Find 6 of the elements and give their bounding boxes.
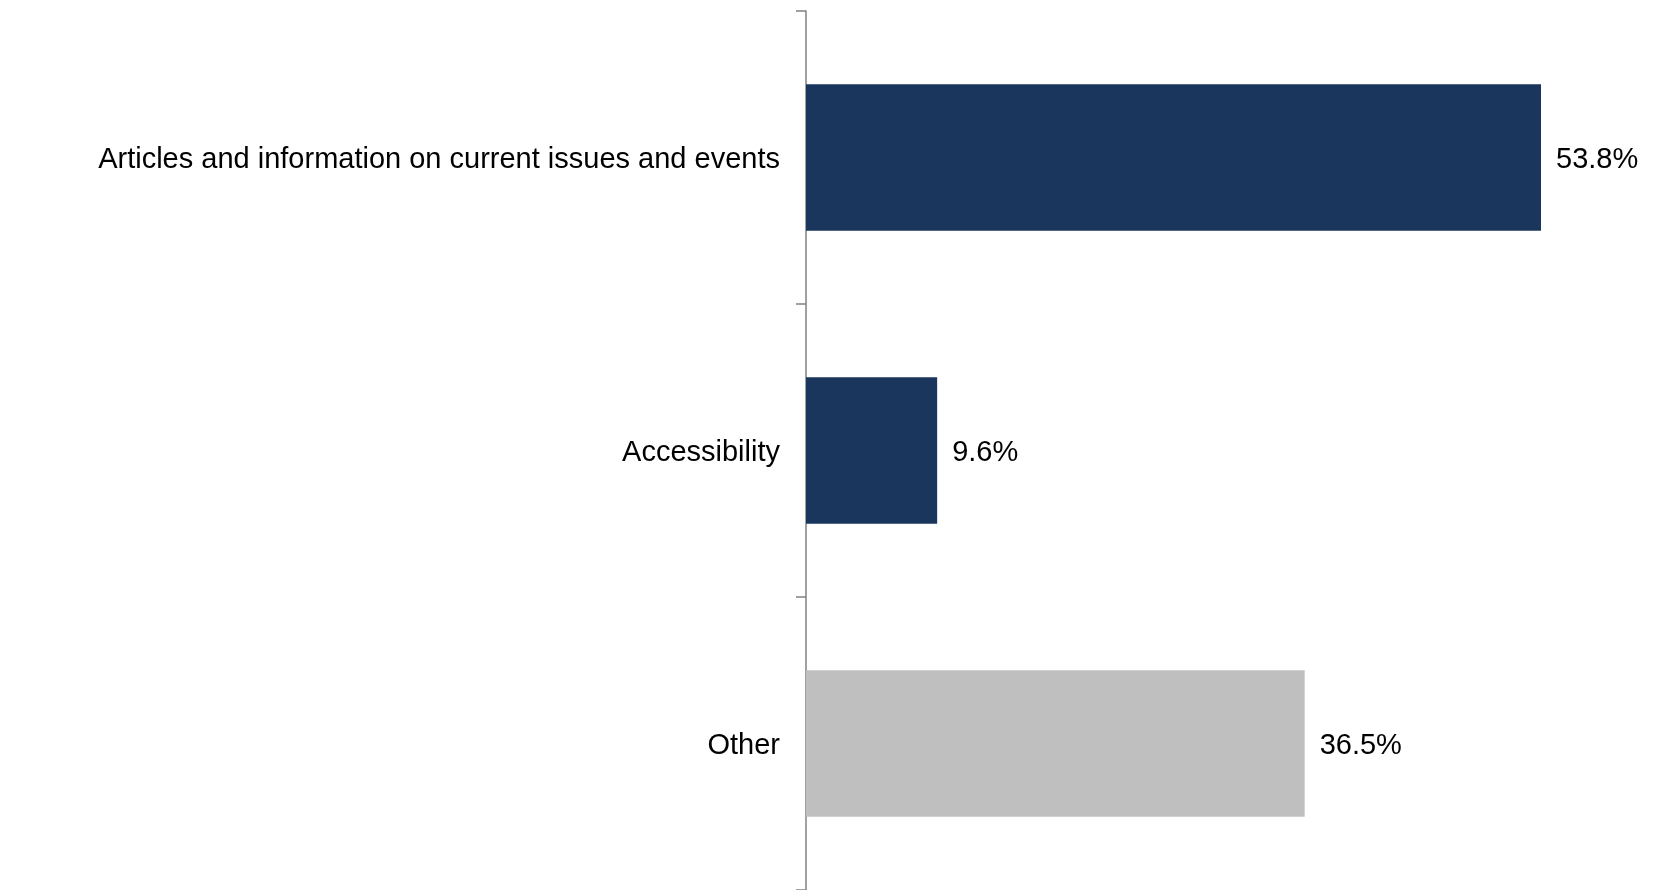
data-label: 36.5% [1319,727,1402,760]
y-tick-label: Accessibility [622,434,781,467]
y-tick-label: Other [707,727,781,760]
data-label: 9.6% [952,434,1019,467]
data-label: 53.8% [1556,141,1639,174]
y-tick-label: Articles and information on current issues and events [98,141,780,174]
